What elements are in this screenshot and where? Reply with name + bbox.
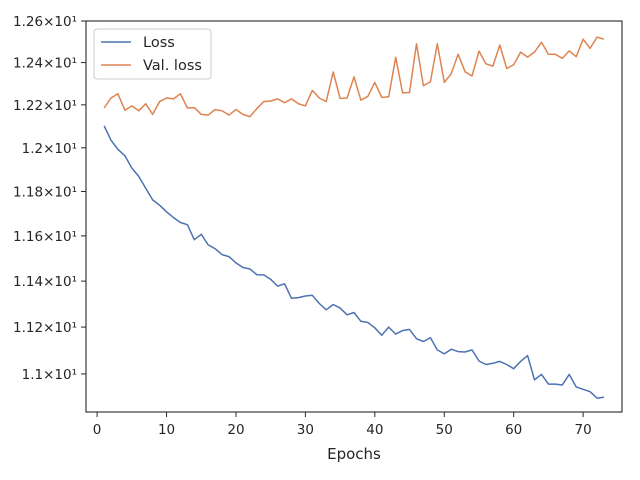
y-tick-label: 1.22×10¹ [13, 98, 77, 114]
legend-label-0: Loss [143, 35, 175, 51]
plot-lines [103, 36, 605, 399]
legend: Loss Val. loss [93, 28, 212, 80]
legend-label-1: Val. loss [143, 58, 202, 74]
x-tick-label: 40 [366, 422, 383, 438]
y-tick-label: 1.18×10¹ [13, 184, 77, 200]
x-tick-label: 0 [93, 422, 102, 438]
y-tick-label: 1.12×10¹ [13, 320, 77, 336]
x-tick-label: 10 [158, 422, 175, 438]
plot-frame [85, 20, 623, 413]
y-axis-ticks: 1.1×10¹ 1.12×10¹ 1.14×10¹ 1.16×10¹ 1.18×10¹ 1… [13, 14, 86, 383]
x-tick-label: 30 [297, 422, 314, 438]
y-tick-label: 1.26×10¹ [13, 14, 77, 30]
series-line-0 [103, 125, 604, 399]
y-tick-label: 1.1×10¹ [22, 367, 77, 383]
x-tick-label: 70 [575, 422, 592, 438]
y-tick-label: 1.2×10¹ [22, 141, 77, 157]
x-tick-label: 60 [505, 422, 522, 438]
y-tick-label: 1.24×10¹ [13, 56, 77, 72]
x-axis-title: Epochs [327, 445, 381, 463]
x-axis-ticks: 0 10 20 30 40 50 60 70 [93, 412, 592, 438]
y-tick-label: 1.16×10¹ [13, 229, 77, 245]
x-tick-label: 50 [436, 422, 453, 438]
x-tick-label: 20 [227, 422, 244, 438]
series-line-1 [103, 36, 605, 118]
y-tick-label: 1.14×10¹ [13, 274, 77, 290]
